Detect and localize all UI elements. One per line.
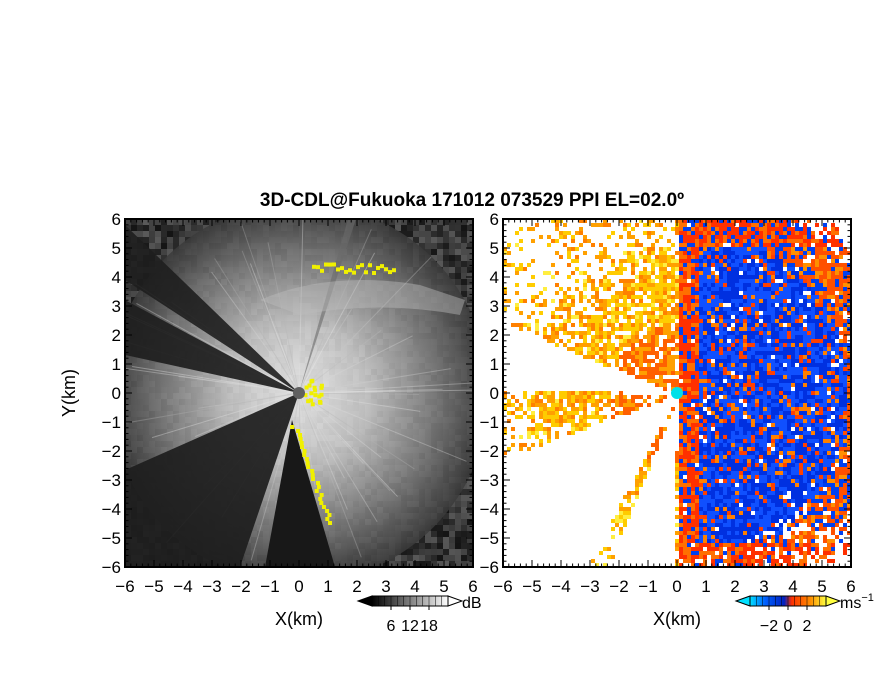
reflectivity-colorbar-unit: dB [462, 595, 482, 612]
x-tick-label: −6 [115, 577, 134, 596]
x-tick-label: 3 [759, 577, 768, 596]
x-tick-label: −3 [202, 577, 221, 596]
x-tick-label: −1 [638, 577, 657, 596]
y-tick-label: 2 [490, 326, 499, 345]
y-tick-label: −6 [102, 558, 121, 577]
y-tick-label: 3 [112, 297, 121, 316]
reflectivity-blocked-sector-northwest [125, 225, 299, 393]
reflectivity-colorbar-low-arrow [356, 595, 373, 607]
colorbar-tick-label: 0 [784, 618, 793, 635]
x-tick-label: 0 [294, 577, 303, 596]
velocity-colorbar-unit-exponent: −1 [861, 592, 874, 604]
y-tick-label: −5 [102, 529, 121, 548]
colorbar-tick-label: 6 [387, 618, 396, 635]
reflectivity-blocked-sector-southwest [125, 393, 299, 567]
x-tick-label: 2 [730, 577, 739, 596]
y-tick-label: −1 [102, 413, 121, 432]
colorbar-tick-label: 18 [420, 618, 438, 635]
y-tick-label: 6 [490, 210, 499, 229]
reflectivity-x-axis-label: X(km) [275, 609, 323, 629]
reflectivity-radar-site-marker [293, 387, 305, 399]
x-tick-label: −5 [144, 577, 163, 596]
y-tick-label: −1 [480, 413, 499, 432]
y-tick-label: 4 [490, 268, 499, 287]
velocity-colorbar-unit: ms−1 [840, 592, 874, 612]
y-tick-label: 0 [490, 384, 499, 403]
x-tick-label: −3 [580, 577, 599, 596]
velocity-colorbar: −2 0 2 ms−1 [734, 592, 874, 635]
reflectivity-colorbar: 6 12 18 dB [356, 595, 482, 635]
y-tick-label: −3 [102, 471, 121, 490]
colorbar-tick-label: 2 [803, 618, 812, 635]
chart-title: 3D-CDL@Fukuoka 171012 073529 PPI EL=02.0… [260, 190, 684, 211]
reflectivity-blocked-sector-west [125, 300, 299, 393]
velocity-colorbar-low-arrow [734, 595, 751, 607]
reflectivity-blocked-sector-south [265, 420, 335, 567]
y-tick-label: −4 [102, 500, 121, 519]
x-tick-label: 5 [817, 577, 826, 596]
reflectivity-saturated-echo [290, 262, 396, 525]
x-tick-label: 0 [672, 577, 681, 596]
x-tick-label: 6 [846, 577, 855, 596]
velocity-colorbar-ticks: −2 0 2 [756, 596, 820, 635]
reflectivity-colorbar-ticks: 6 12 18 [378, 596, 442, 635]
y-tick-label: 0 [112, 384, 121, 403]
reflectivity-axis-ticks: −6 −5 −4 −3 −2 −1 0 1 2 3 4 5 6 6 5 4 3 2 1 0 −1 −2 −3 −4 −5 −6 [102, 210, 478, 596]
velocity-panel: −6 −5 −4 −3 −2 −1 0 1 2 3 4 5 6 6 5 4 3 2 1 0 −1 −2 −3 −4 −5 −6 X… [480, 210, 874, 635]
x-tick-label: −5 [522, 577, 541, 596]
y-tick-label: 5 [112, 239, 121, 258]
y-tick-label: −3 [480, 471, 499, 490]
reflectivity-colorbar-high-arrow [447, 595, 464, 607]
y-tick-label: −5 [480, 529, 499, 548]
y-tick-label: 6 [112, 210, 121, 229]
x-tick-label: 1 [323, 577, 332, 596]
colorbar-tick-label: 12 [401, 618, 419, 635]
y-tick-label: −2 [480, 442, 499, 461]
velocity-axis-ticks: −6 −5 −4 −3 −2 −1 0 1 2 3 4 5 6 6 5 4 3 2 1 0 −1 −2 −3 −4 −5 −6 [480, 210, 856, 596]
x-tick-label: −2 [231, 577, 250, 596]
y-tick-label: 1 [490, 355, 499, 374]
y-tick-label: 4 [112, 268, 121, 287]
reflectivity-spoke-north [299, 219, 356, 393]
y-tick-label: 1 [112, 355, 121, 374]
x-tick-label: 4 [410, 577, 419, 596]
x-tick-label: −6 [493, 577, 512, 596]
x-tick-label: 5 [439, 577, 448, 596]
y-tick-label: 5 [490, 239, 499, 258]
x-tick-label: −2 [609, 577, 628, 596]
x-tick-label: −1 [260, 577, 279, 596]
y-tick-label: −4 [480, 500, 499, 519]
reflectivity-y-axis-label: Y(km) [59, 369, 79, 417]
colorbar-tick-label: −2 [760, 618, 778, 635]
x-tick-label: −4 [173, 577, 192, 596]
velocity-radar-site-marker [671, 387, 683, 399]
y-tick-label: −6 [480, 558, 499, 577]
x-tick-label: 1 [701, 577, 710, 596]
velocity-field [503, 219, 851, 567]
y-tick-label: 2 [112, 326, 121, 345]
x-tick-label: 3 [381, 577, 390, 596]
x-tick-label: 2 [352, 577, 361, 596]
reflectivity-cloud-band [260, 280, 465, 315]
velocity-colorbar-high-arrow [825, 595, 842, 607]
x-tick-label: 6 [468, 577, 477, 596]
x-tick-label: 4 [788, 577, 797, 596]
velocity-x-axis-label: X(km) [653, 609, 701, 629]
y-tick-label: −2 [102, 442, 121, 461]
x-tick-label: −4 [551, 577, 570, 596]
velocity-colorbar-unit-base: ms [840, 595, 861, 612]
y-tick-label: 3 [490, 297, 499, 316]
